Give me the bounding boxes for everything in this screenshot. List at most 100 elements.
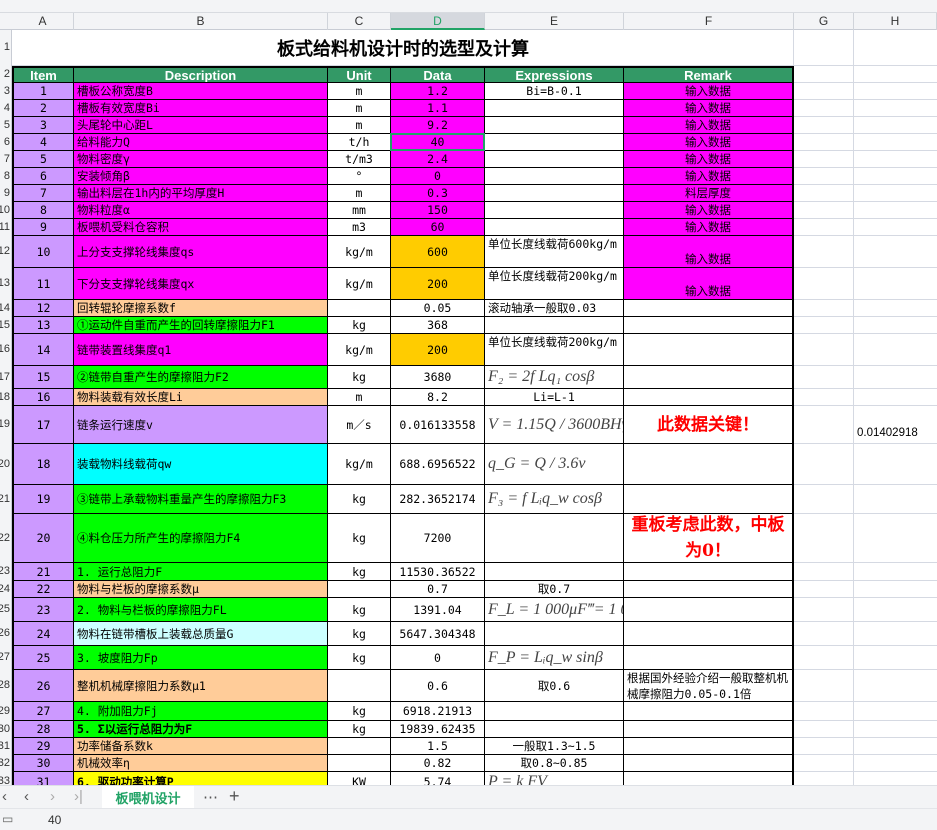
unit-cell[interactable]: kg — [328, 366, 391, 389]
data-cell[interactable]: 0.016133558 — [391, 406, 485, 444]
data-cell[interactable]: 688.6956522 — [391, 444, 485, 485]
remark-cell[interactable]: 输入数据 — [624, 236, 794, 268]
expression-cell[interactable] — [485, 317, 624, 334]
remark-cell[interactable] — [624, 317, 794, 334]
column-header-D[interactable]: D — [391, 13, 485, 30]
expression-cell[interactable]: 取0.8~0.85 — [485, 755, 624, 772]
row-header[interactable]: 15 — [0, 318, 10, 331]
item-number[interactable]: 17 — [12, 406, 74, 444]
data-cell[interactable]: 8.2 — [391, 389, 485, 406]
last-sheet-icon[interactable]: ›| — [74, 788, 83, 805]
description-cell[interactable]: 链带装置线集度q1 — [74, 334, 328, 366]
expression-formula[interactable]: q_G = Q / 3.6v — [485, 444, 624, 485]
expression-cell[interactable] — [485, 702, 624, 721]
expression-cell[interactable] — [485, 721, 624, 738]
description-cell[interactable]: 3. 坡度阻力Fp — [74, 646, 328, 670]
item-number[interactable]: 14 — [12, 334, 74, 366]
unit-cell[interactable]: kg — [328, 514, 391, 563]
unit-cell[interactable] — [328, 581, 391, 598]
description-cell[interactable]: 输出料层在1h内的平均厚度H — [74, 185, 328, 202]
expression-cell[interactable]: 一般取1.3~1.5 — [485, 738, 624, 755]
description-cell[interactable]: 槽板公称宽度B — [74, 83, 328, 100]
remark-cell[interactable] — [624, 389, 794, 406]
remark-cell[interactable]: 输入数据 — [624, 268, 794, 300]
description-cell[interactable]: 上分支支撑轮线集度qs — [74, 236, 328, 268]
item-number[interactable]: 18 — [12, 444, 74, 485]
remark-cell[interactable]: 输入数据 — [624, 134, 794, 151]
remark-cell[interactable]: 输入数据 — [624, 219, 794, 236]
remark-cell[interactable] — [624, 300, 794, 317]
expression-cell[interactable]: 单位长度线载荷600kg/m — [485, 236, 624, 268]
remark-cell[interactable]: 重板考虑此数，中板为0！ — [624, 514, 794, 563]
unit-cell[interactable]: kg — [328, 598, 391, 622]
expression-formula[interactable]: F_L = 1 000μF‴= 1 000μLH²γ — [485, 598, 624, 622]
sheet-title[interactable]: 板式给料机设计时的选型及计算 — [277, 39, 529, 60]
item-number[interactable]: 19 — [12, 485, 74, 514]
description-cell[interactable]: 功率储备系数k — [74, 738, 328, 755]
description-cell[interactable]: ①运动件自重而产生的回转摩擦阻力F1 — [74, 317, 328, 334]
column-header-A[interactable]: A — [12, 13, 74, 30]
data-cell[interactable]: 9.2 — [391, 117, 485, 134]
row-header[interactable]: 2 — [3, 67, 10, 80]
sheet-tab[interactable]: 板喂机设计 — [102, 786, 194, 809]
description-cell[interactable]: 头尾轮中心距L — [74, 117, 328, 134]
remark-cell[interactable] — [624, 444, 794, 485]
remark-cell[interactable]: 输入数据 — [624, 83, 794, 100]
data-cell[interactable]: 40 — [391, 134, 485, 151]
h-column-value[interactable]: 0.01402918 — [857, 427, 918, 439]
remark-cell[interactable] — [624, 563, 794, 581]
remark-cell[interactable]: 此数据关键！ — [624, 406, 794, 444]
more-sheets-icon[interactable]: ⋯ — [203, 789, 218, 806]
row-header[interactable]: 17 — [0, 370, 10, 383]
expression-cell[interactable] — [485, 514, 624, 563]
remark-cell[interactable] — [624, 755, 794, 772]
item-number[interactable]: 10 — [12, 236, 74, 268]
remark-cell[interactable] — [624, 581, 794, 598]
unit-cell[interactable] — [328, 670, 391, 702]
expression-cell[interactable]: 单位长度线载荷200kg/m — [485, 334, 624, 366]
description-cell[interactable]: ③链带上承载物料重量产生的摩擦阻力F3 — [74, 485, 328, 514]
data-cell[interactable]: 0.3 — [391, 185, 485, 202]
unit-cell[interactable]: m — [328, 389, 391, 406]
unit-cell[interactable]: t/m3 — [328, 151, 391, 168]
data-cell[interactable]: 200 — [391, 334, 485, 366]
description-cell[interactable]: ④料仓压力所产生的摩擦阻力F4 — [74, 514, 328, 563]
description-cell[interactable]: 安装倾角β — [74, 168, 328, 185]
row-header[interactable]: 10 — [0, 203, 10, 216]
remark-cell[interactable] — [624, 598, 794, 622]
data-cell[interactable]: 600 — [391, 236, 485, 268]
column-header-H[interactable]: H — [854, 13, 937, 30]
row-header[interactable]: 13 — [0, 277, 10, 289]
data-cell[interactable]: 200 — [391, 268, 485, 300]
expression-cell[interactable] — [485, 202, 624, 219]
column-header-E[interactable]: E — [485, 13, 624, 30]
prev-sheet-icon[interactable]: ‹ — [24, 788, 29, 805]
item-number[interactable]: 2 — [12, 100, 74, 117]
description-cell[interactable]: 槽板有效宽度Bi — [74, 100, 328, 117]
remark-cell[interactable] — [624, 738, 794, 755]
row-header[interactable]: 21 — [0, 492, 10, 505]
unit-cell[interactable]: ° — [328, 168, 391, 185]
row-header[interactable]: 4 — [3, 101, 10, 114]
remark-cell[interactable] — [624, 721, 794, 738]
description-cell[interactable]: 下分支支撑轮线集度qx — [74, 268, 328, 300]
data-cell[interactable]: 368 — [391, 317, 485, 334]
item-number[interactable]: 8 — [12, 202, 74, 219]
description-cell[interactable]: 整机机械摩擦阻力系数μ1 — [74, 670, 328, 702]
data-cell[interactable]: 1391.04 — [391, 598, 485, 622]
unit-cell[interactable] — [328, 755, 391, 772]
expression-cell[interactable] — [485, 151, 624, 168]
item-number[interactable]: 16 — [12, 389, 74, 406]
expression-cell[interactable]: Li=L-1 — [485, 389, 624, 406]
description-cell[interactable]: ②链带自重产生的摩擦阻力F2 — [74, 366, 328, 389]
data-cell[interactable]: 0.7 — [391, 581, 485, 598]
item-number[interactable]: 11 — [12, 268, 74, 300]
item-number[interactable]: 4 — [12, 134, 74, 151]
unit-cell[interactable]: kg — [328, 317, 391, 334]
unit-cell[interactable] — [328, 300, 391, 317]
item-number[interactable]: 3 — [12, 117, 74, 134]
description-cell[interactable]: 链条运行速度v — [74, 406, 328, 444]
item-number[interactable]: 15 — [12, 366, 74, 389]
data-cell[interactable]: 150 — [391, 202, 485, 219]
item-number[interactable]: 22 — [12, 581, 74, 598]
